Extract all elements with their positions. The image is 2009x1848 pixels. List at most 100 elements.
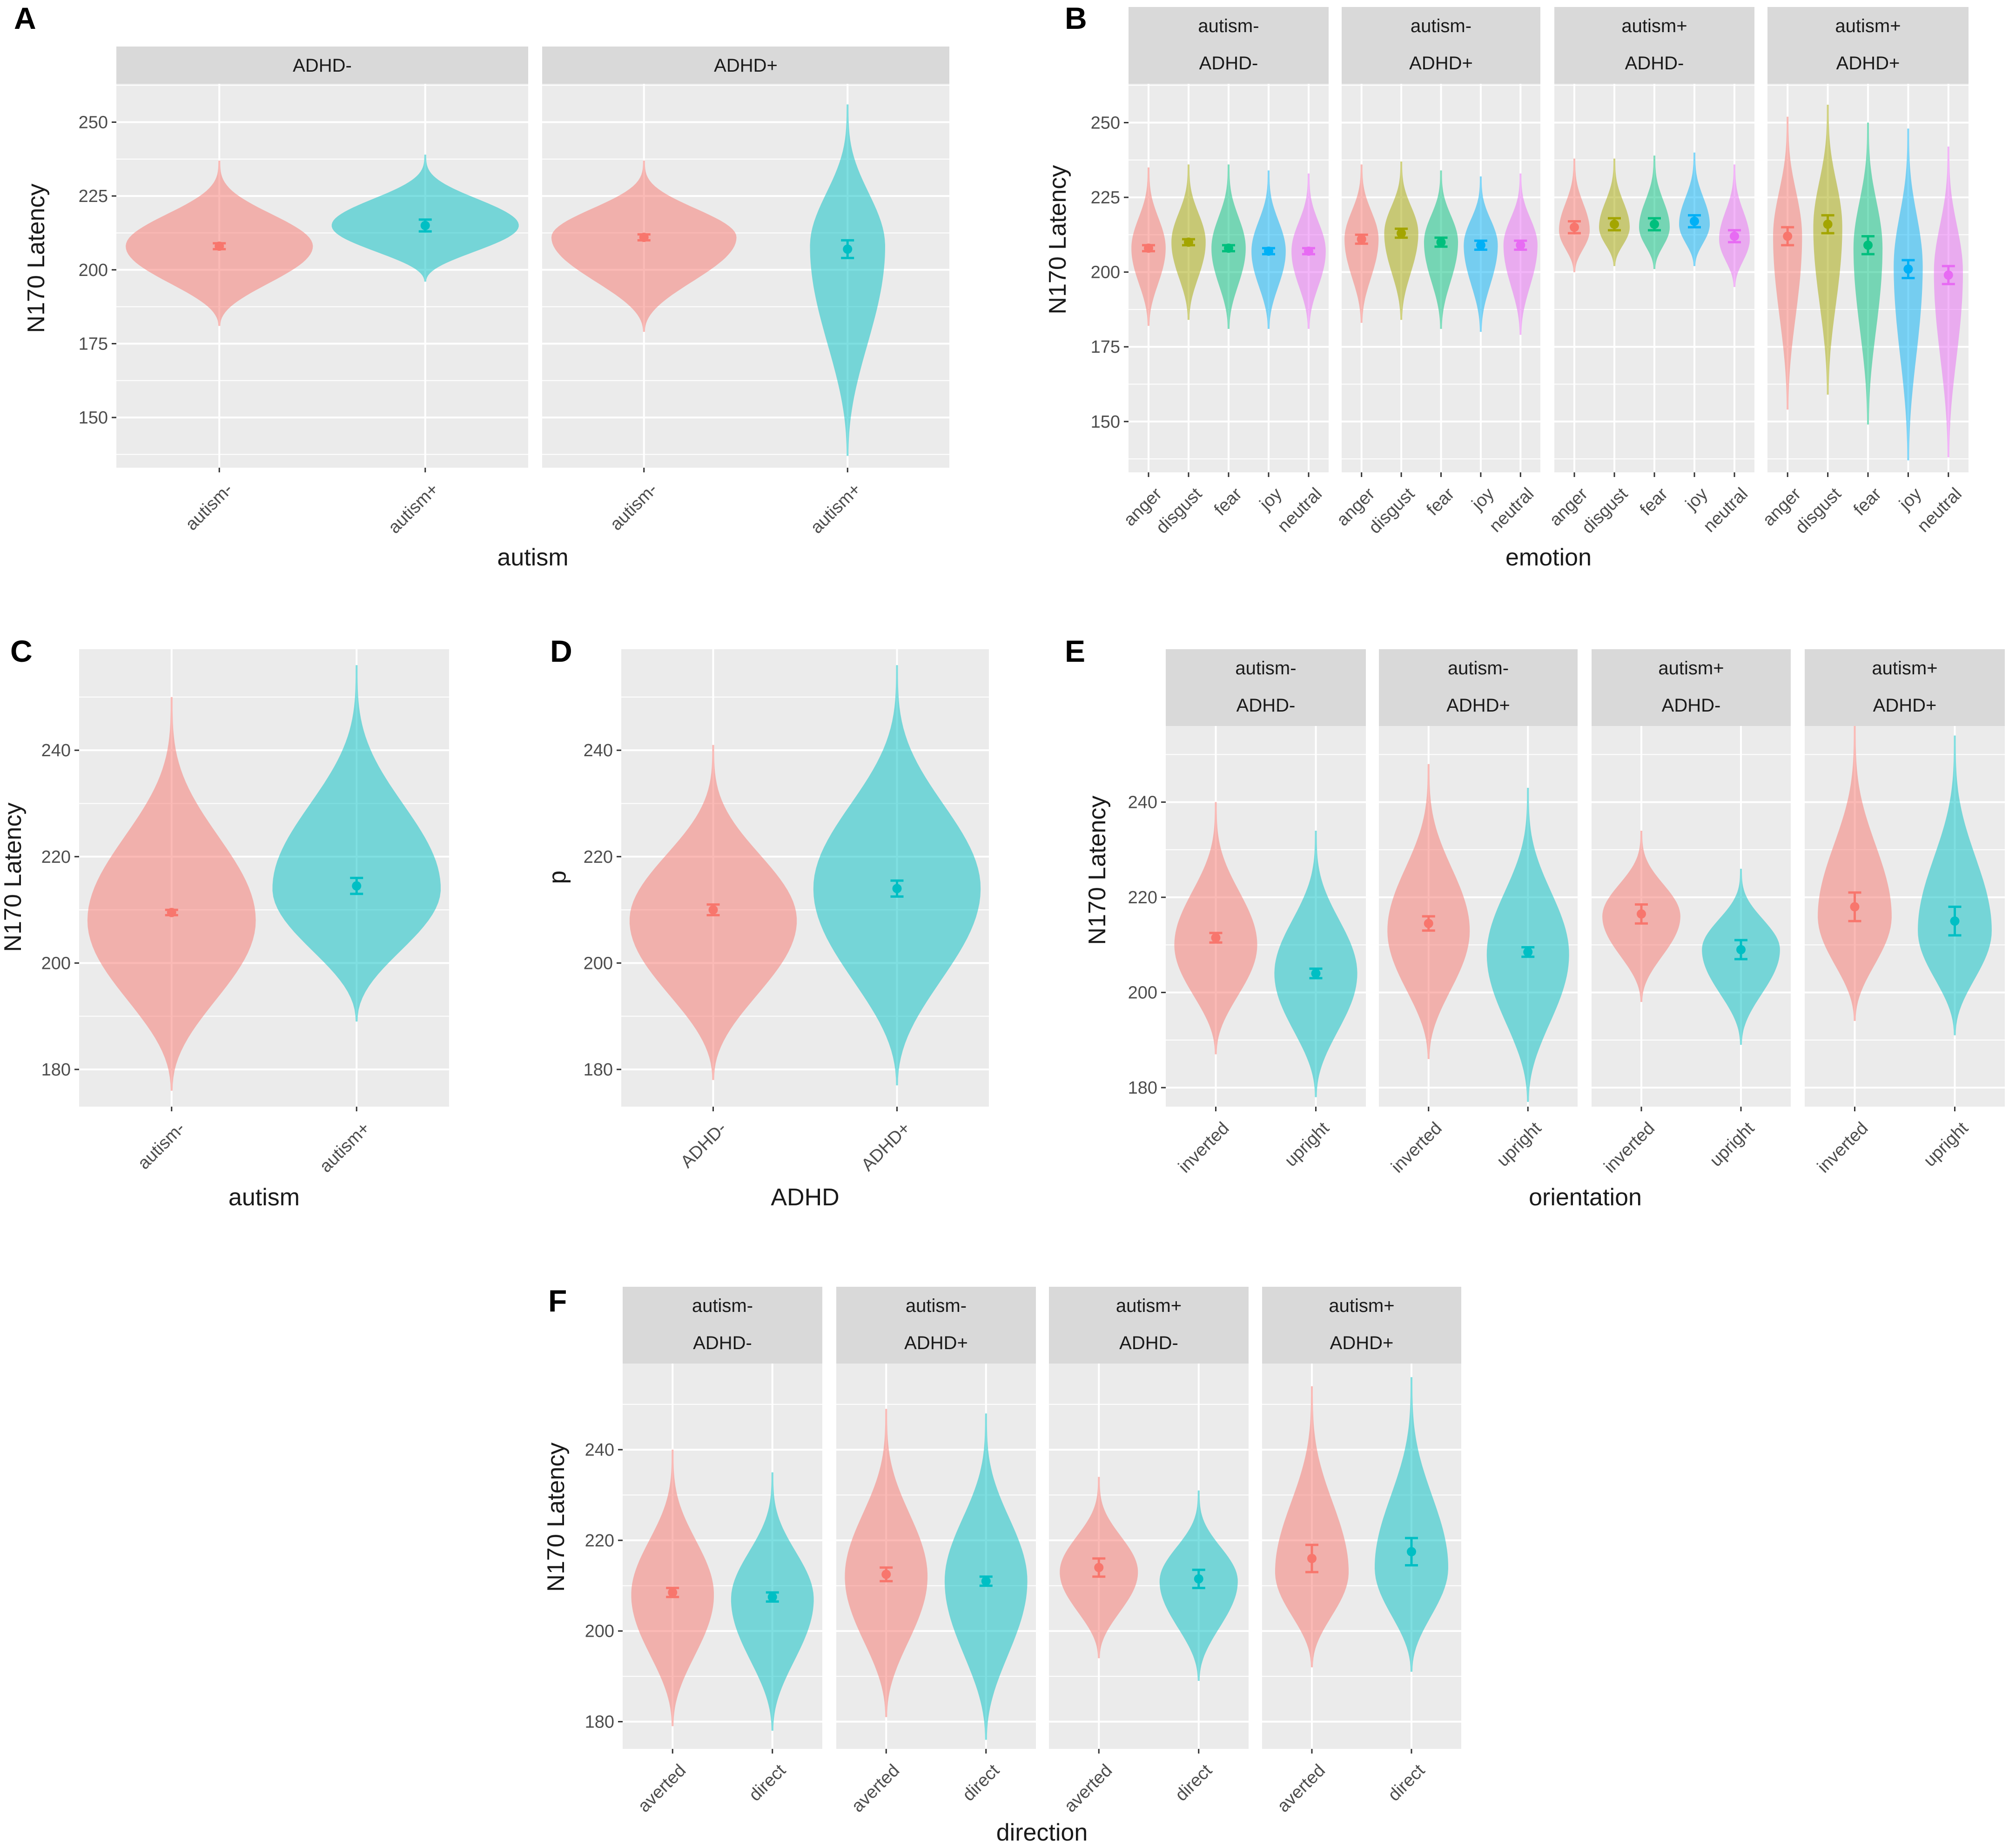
- mean-point: [1523, 947, 1533, 957]
- mean-point: [1224, 243, 1233, 253]
- mean-point: [1823, 219, 1833, 229]
- y-axis-title: N170 Latency: [1084, 796, 1111, 945]
- x-tick-label: upright: [1493, 1118, 1545, 1170]
- x-tick-label: autism-: [606, 479, 661, 534]
- x-tick-label: autism+: [316, 1118, 374, 1176]
- violin-autism+: [272, 665, 441, 1022]
- violin-fear: [1424, 170, 1458, 329]
- violin-fear: [1853, 122, 1883, 425]
- y-tick-label: 250: [1091, 114, 1120, 133]
- mean-point: [1397, 228, 1406, 238]
- x-tick-label: autism-: [181, 479, 236, 534]
- mean-point: [1436, 237, 1446, 247]
- x-tick-label: neutral: [1485, 484, 1538, 536]
- y-tick-label: 250: [79, 113, 108, 133]
- panel-label: F: [548, 1284, 567, 1318]
- violin-inverted: [1818, 726, 1892, 1021]
- facet-strip: [1166, 649, 1366, 726]
- x-tick-label: averted: [634, 1761, 690, 1816]
- y-tick-label: 225: [1091, 188, 1120, 208]
- mean-point: [892, 884, 902, 894]
- x-axis-title: autism: [497, 544, 568, 571]
- mean-point: [981, 1576, 991, 1586]
- x-tick-label: joy: [1468, 484, 1498, 514]
- mean-point: [1424, 919, 1433, 928]
- y-tick-label: 175: [79, 334, 108, 354]
- facet-strip-label: autism-: [1198, 16, 1259, 36]
- violin-disgust: [1384, 161, 1418, 320]
- facet-strip-label: ADHD-: [693, 1333, 752, 1353]
- x-axis-title: ADHD: [771, 1184, 839, 1211]
- facet-strip-label: ADHD+: [1446, 695, 1510, 716]
- y-tick-label: 240: [585, 1440, 614, 1460]
- mean-point: [1144, 243, 1153, 253]
- x-tick-label: disgust: [1792, 484, 1845, 538]
- x-axis-title: orientation: [1529, 1184, 1642, 1211]
- mean-point: [708, 905, 718, 915]
- mean-point: [420, 221, 430, 230]
- violin-disgust: [1599, 158, 1630, 266]
- violin-anger: [1773, 116, 1802, 410]
- violin-neutral: [1719, 164, 1750, 287]
- y-tick-label: 200: [585, 1622, 614, 1641]
- y-tick-label: 200: [41, 954, 71, 973]
- facet: autism- ADHD+ inverted upright: [1379, 649, 1578, 1177]
- facet: autism- ADHD-inverted upright: [1166, 649, 1366, 1177]
- x-tick-label: upright: [1706, 1118, 1758, 1170]
- x-tick-label: direct: [959, 1761, 1003, 1805]
- mean-point: [1610, 219, 1619, 229]
- facet-strip: [1554, 7, 1754, 84]
- facet: autism+ ADHD-averted direct: [1049, 1287, 1249, 1816]
- y-tick-label: 150: [79, 408, 108, 428]
- facet-strip-label: ADHD+: [1409, 53, 1473, 74]
- x-tick-label: autism-: [134, 1118, 189, 1173]
- facet-strip: [1129, 7, 1329, 84]
- panel-label: C: [10, 634, 33, 668]
- y-tick-label: 200: [584, 954, 613, 973]
- facet-strip: [836, 1287, 1036, 1364]
- mean-point: [1650, 219, 1659, 229]
- mean-point: [1307, 1553, 1317, 1563]
- x-tick-label: autism+: [807, 479, 865, 538]
- facet-strip-label: ADHD-: [1199, 53, 1258, 74]
- y-tick-label: 175: [1091, 337, 1120, 357]
- x-tick-label: disgust: [1578, 484, 1632, 538]
- mean-point: [639, 233, 649, 242]
- violin-ADHD+: [813, 665, 981, 1086]
- x-tick-label: direct: [1384, 1761, 1429, 1805]
- mean-point: [1094, 1563, 1104, 1572]
- mean-point: [1264, 246, 1273, 256]
- facet-strip-label: ADHD-: [1119, 1333, 1178, 1353]
- y-tick-label: 150: [1091, 412, 1120, 432]
- x-tick-label: joy: [1681, 484, 1712, 514]
- x-axis-title: autism: [228, 1184, 300, 1211]
- x-tick-label: neutral: [1914, 484, 1966, 536]
- facet-strip-label: autism+: [1658, 658, 1724, 679]
- facet-strip-label: ADHD+: [1873, 695, 1937, 716]
- x-tick-label: direct: [1171, 1761, 1216, 1805]
- mean-point: [1516, 240, 1525, 250]
- y-tick-label: 200: [1128, 983, 1157, 1003]
- x-tick-label: fear: [1423, 484, 1458, 519]
- violin-fear: [1639, 155, 1670, 269]
- x-tick-label: inverted: [1175, 1118, 1233, 1176]
- facet-strip: [623, 1287, 822, 1364]
- violin-upright: [1918, 735, 1992, 1035]
- facet: autism+ ADHD+ inverted upright: [1805, 649, 2005, 1177]
- x-tick-label: fear: [1210, 484, 1246, 519]
- panel-label: D: [550, 634, 572, 668]
- y-tick-label: 180: [585, 1713, 614, 1732]
- violin-neutral: [1503, 173, 1538, 335]
- y-tick-label: 220: [585, 1531, 614, 1551]
- facet-strip-label: ADHD+: [1836, 53, 1900, 74]
- mean-point: [843, 244, 853, 254]
- mean-point: [1211, 933, 1221, 943]
- panel-D: D ADHD- ADHD+ 180 200 220 240 p ADHD: [544, 634, 989, 1211]
- x-tick-label: fear: [1850, 484, 1885, 519]
- violin-autism+: [331, 155, 519, 282]
- mean-point: [668, 1587, 678, 1597]
- mean-point: [1850, 902, 1860, 912]
